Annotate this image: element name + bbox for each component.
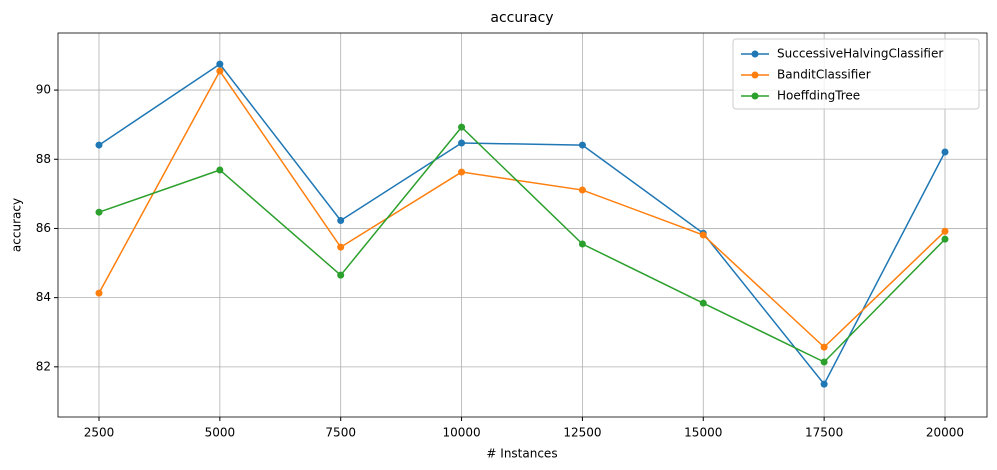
x-tick-label: 2500: [84, 426, 115, 440]
x-axis-label: # Instances: [486, 447, 557, 461]
legend-label: BanditClassifier: [777, 68, 871, 82]
data-point: [95, 141, 103, 149]
data-point: [941, 148, 949, 156]
legend-label: SuccessiveHalvingClassifier: [777, 47, 943, 61]
data-point: [699, 231, 707, 239]
data-point: [216, 67, 224, 75]
legend-box: [732, 38, 980, 110]
data-point: [216, 60, 224, 68]
legend-marker: [751, 71, 759, 79]
data-point: [578, 141, 586, 149]
data-point: [820, 358, 828, 366]
series-line: [98, 63, 946, 386]
data-point: [941, 235, 949, 243]
x-tick-label: 20000: [926, 426, 964, 440]
data-point: [337, 243, 345, 251]
data-point: [216, 166, 224, 174]
data-point: [578, 240, 586, 248]
data-point: [941, 227, 949, 235]
data-point: [820, 343, 828, 351]
data-point: [95, 289, 103, 297]
y-tick-label: 90: [36, 83, 51, 97]
chart-title: accuracy: [490, 10, 553, 26]
data-point: [458, 168, 466, 176]
legend-marker: [751, 50, 759, 58]
legend-marker: [751, 92, 759, 100]
data-point: [95, 208, 103, 216]
plot-frame: [57, 32, 988, 418]
data-point: [699, 299, 707, 307]
y-tick-label: 88: [36, 152, 51, 166]
x-tick-label: 12500: [563, 426, 601, 440]
data-point: [337, 217, 345, 225]
data-point: [578, 186, 586, 194]
x-tick-label: 17500: [805, 426, 843, 440]
y-axis-label: accuracy: [10, 198, 24, 252]
legend-label: HoeffdingTree: [777, 89, 860, 103]
series-line: [98, 125, 946, 363]
series-line: [98, 69, 946, 349]
y-tick-label: 82: [36, 359, 51, 373]
x-tick-label: 10000: [442, 426, 480, 440]
data-point: [337, 271, 345, 279]
data-point: [820, 380, 828, 388]
data-point: [458, 123, 466, 131]
x-tick-label: 7500: [325, 426, 356, 440]
y-tick-label: 86: [36, 221, 51, 235]
x-tick-label: 15000: [684, 426, 722, 440]
y-tick-label: 84: [36, 290, 51, 304]
data-point: [458, 139, 466, 147]
x-tick-label: 5000: [205, 426, 236, 440]
